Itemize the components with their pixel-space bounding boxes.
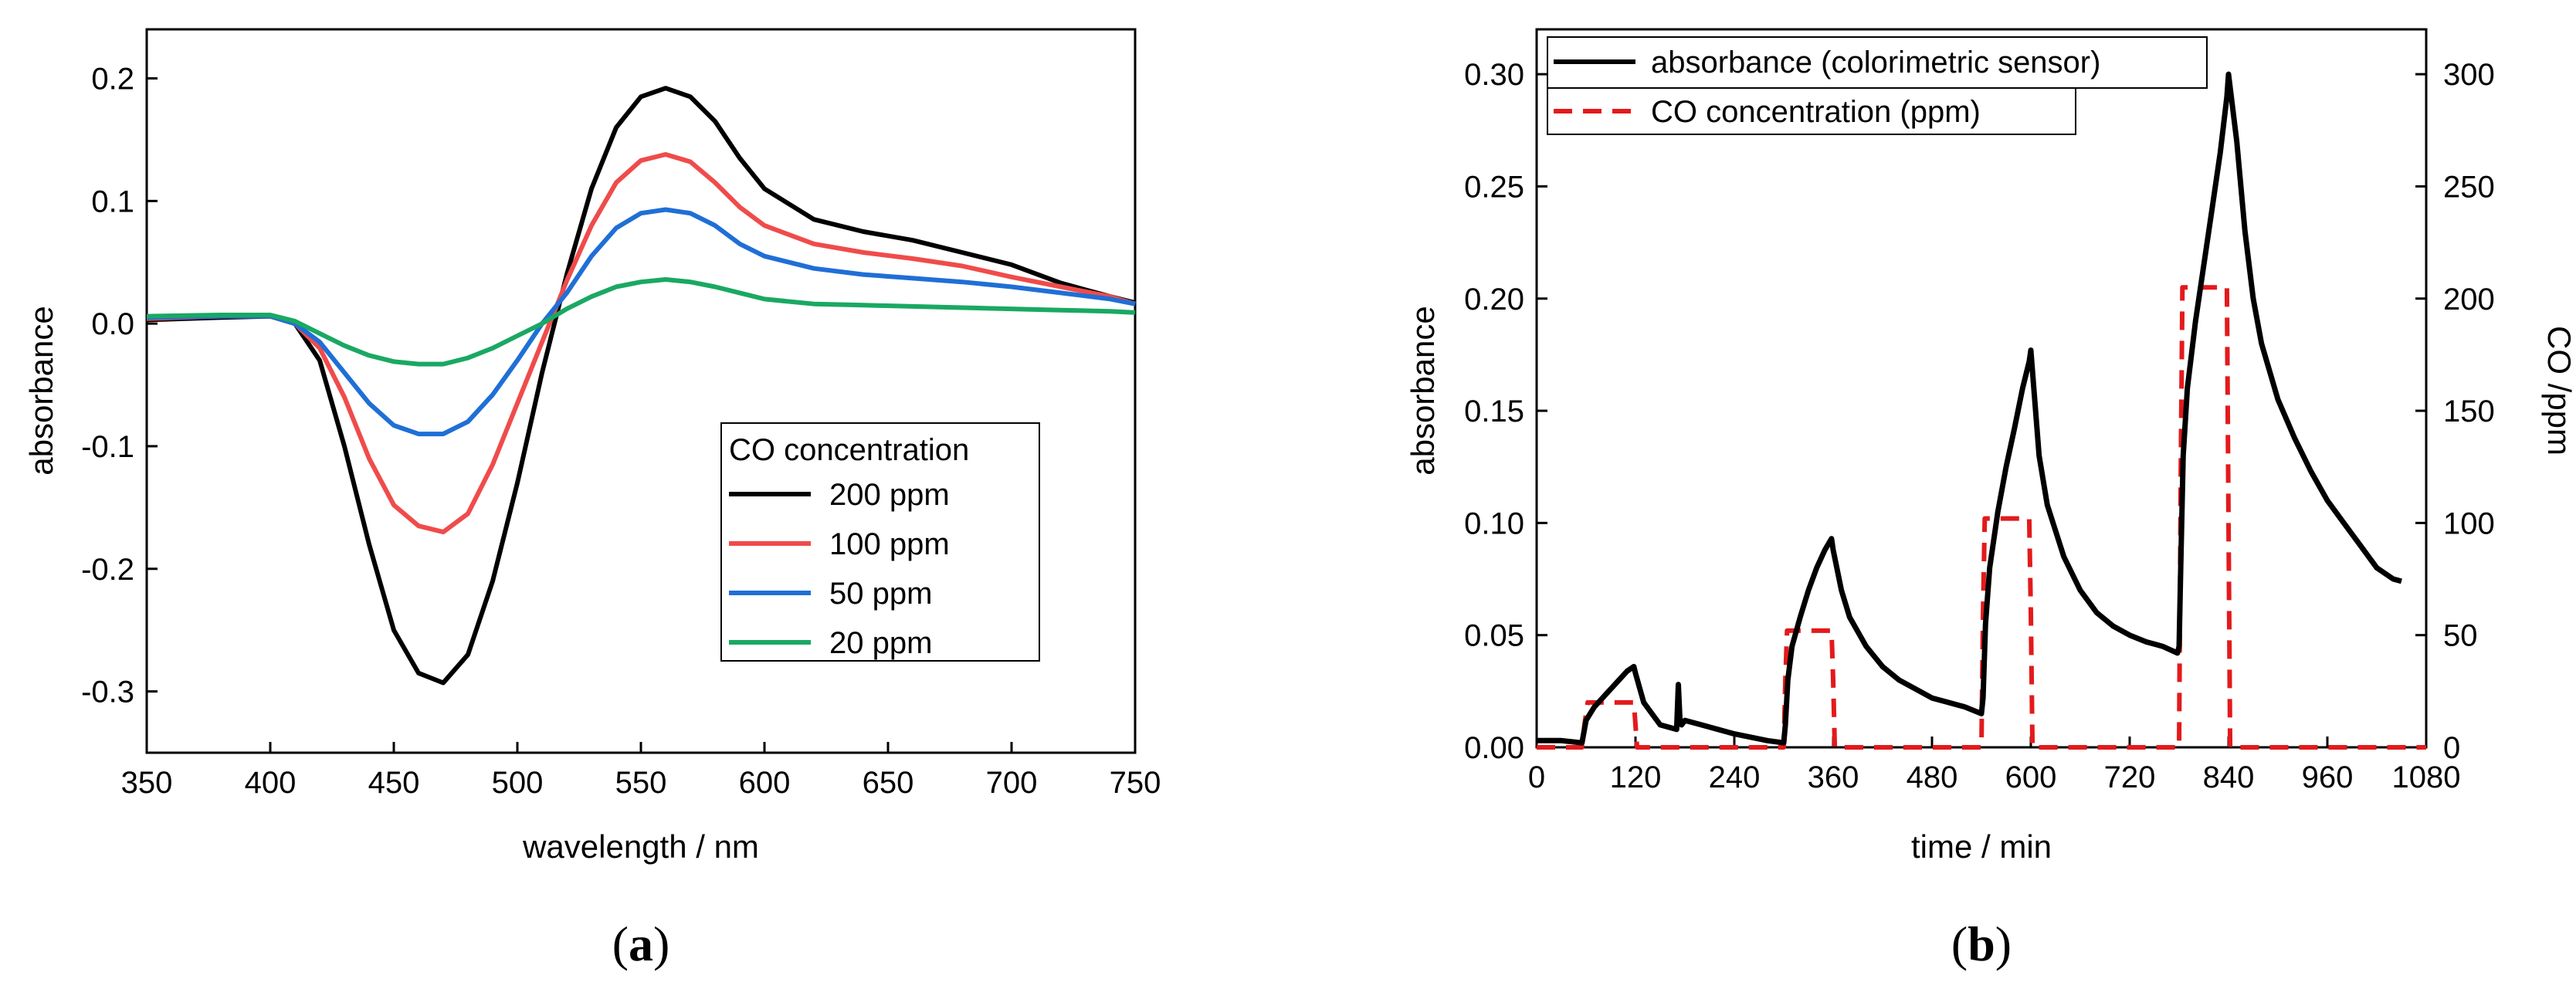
chart-a-y-tick-label: 0.2 bbox=[91, 63, 134, 97]
chart-b-x-tick-label: 960 bbox=[2302, 760, 2354, 794]
chart-a-y-label: absorbance bbox=[23, 306, 59, 476]
chart-b-y2-tick-label: 100 bbox=[2443, 506, 2495, 540]
chart-b-plot-frame bbox=[1535, 28, 2428, 749]
chart-b-x-tick-label: 720 bbox=[2104, 760, 2156, 794]
chart-a-x-tick-label: 750 bbox=[1110, 766, 1161, 800]
chart-b-caption-letter: b bbox=[1968, 916, 1995, 971]
chart-a: 350 400 450 500 550 600 650 700 750 -0.3 -0.2 -0.1… bbox=[23, 28, 1161, 971]
chart-b-y-tick-label: 0.25 bbox=[1464, 170, 1524, 204]
chart-b-series-group bbox=[1537, 71, 2426, 750]
chart-a-legend-label: 200 ppm bbox=[829, 478, 950, 512]
chart-a-x-tick-label: 400 bbox=[245, 766, 297, 800]
chart-a-y-tick-label: 0.0 bbox=[91, 307, 134, 341]
chart-b: 0 120 240 360 480 600 720 840 960 1080 0.000.050.… bbox=[1405, 28, 2576, 971]
chart-a-legend-label: 50 ppm bbox=[829, 577, 932, 611]
chart-b-x-axis: 0 120 240 360 480 600 720 840 960 1080 bbox=[1528, 737, 2461, 794]
chart-a-x-tick-label: 550 bbox=[615, 766, 667, 800]
chart-b-y-tick-label: 0.15 bbox=[1464, 395, 1524, 428]
chart-a-x-tick-label: 350 bbox=[121, 766, 173, 800]
chart-a-x-label: wavelength / nm bbox=[522, 828, 759, 865]
chart-b-series-line-co bbox=[1537, 285, 2426, 750]
chart-a-x-axis: 350 400 450 500 550 600 650 700 750 bbox=[121, 742, 1161, 800]
chart-b-x-tick-label: 360 bbox=[1808, 760, 1859, 794]
chart-a-y-tick-label: -0.2 bbox=[81, 553, 134, 587]
chart-a-x-tick-label: 600 bbox=[739, 766, 791, 800]
chart-b-y2-label: CO /ppm bbox=[2541, 326, 2576, 455]
chart-a-x-tick-label: 450 bbox=[368, 766, 420, 800]
chart-b-legend-label-co: CO concentration (ppm) bbox=[1651, 95, 1981, 129]
chart-b-x-tick-label: 1080 bbox=[2392, 760, 2461, 794]
chart-a-legend-label: 20 ppm bbox=[829, 626, 932, 660]
chart-a-y-tick-label: -0.3 bbox=[81, 676, 134, 709]
chart-b-y2-tick-label: 200 bbox=[2443, 283, 2495, 317]
chart-b-y-tick-label: 0.20 bbox=[1464, 283, 1524, 317]
chart-b-series-line-absorbance bbox=[1537, 71, 2402, 746]
chart-a-x-tick-label: 500 bbox=[492, 766, 544, 800]
chart-a-legend-label: 100 ppm bbox=[829, 527, 950, 561]
chart-b-legend-box-1 bbox=[1547, 36, 2208, 89]
chart-a-caption-letter: a bbox=[629, 916, 653, 971]
chart-a-y-axis: -0.3 -0.2 -0.1 0.0 0.1 0.2 bbox=[81, 63, 158, 709]
chart-b-x-tick-label: 480 bbox=[1907, 760, 1958, 794]
chart-b-y2-tick-label: 150 bbox=[2443, 395, 2495, 428]
chart-b-y-tick-label: 0.00 bbox=[1464, 731, 1524, 765]
chart-a-caption: (a) bbox=[612, 916, 670, 971]
chart-a-x-tick-label: 700 bbox=[986, 766, 1038, 800]
chart-a-series-line-20-ppm bbox=[146, 277, 1136, 367]
chart-a-series-group bbox=[146, 86, 1136, 686]
chart-a-x-tick-label: 650 bbox=[863, 766, 914, 800]
chart-b-x-label: time / min bbox=[1911, 828, 2052, 865]
chart-b-y-label: absorbance bbox=[1405, 306, 1441, 476]
chart-b-y-tick-label: 0.30 bbox=[1464, 58, 1524, 92]
chart-a-series-line-100-ppm bbox=[146, 152, 1136, 535]
chart-b-y-tick-label: 0.10 bbox=[1464, 506, 1524, 540]
chart-a-y-tick-label: -0.1 bbox=[81, 430, 134, 464]
chart-b-y2-tick-label: 300 bbox=[2443, 58, 2495, 92]
chart-b-legend: absorbance (colorimetric sensor) CO conc… bbox=[1547, 36, 2208, 135]
chart-a-series-line-200-ppm bbox=[146, 86, 1136, 686]
chart-b-legend-box-2 bbox=[1547, 87, 2076, 135]
chart-a-legend-items: 200 ppm 100 ppm 50 ppm 20 ppm bbox=[729, 478, 950, 660]
chart-a-legend: CO concentration 200 ppm 100 ppm 50 ppm 20 … bbox=[720, 422, 1040, 662]
chart-b-x-tick-label: 0 bbox=[1528, 760, 1545, 794]
chart-b-caption: (b) bbox=[1951, 916, 2012, 971]
chart-b-y-axis: 0.00 0.05 0.10 0.15 0.20 0.25 0.30 bbox=[1464, 58, 1547, 765]
chart-b-x-tick-label: 600 bbox=[2005, 760, 2057, 794]
chart-b-y-tick-label: 0.05 bbox=[1464, 619, 1524, 653]
chart-b-x-tick-label: 840 bbox=[2203, 760, 2255, 794]
chart-a-legend-title: CO concentration bbox=[729, 433, 969, 467]
chart-b-legend-label-absorbance: absorbance (colorimetric sensor) bbox=[1651, 46, 2100, 80]
chart-b-y2-axis: 0 50 100 150 200 250 300 bbox=[2415, 58, 2495, 765]
chart-a-series-line-50-ppm bbox=[146, 207, 1136, 437]
chart-b-y2-tick-label: 50 bbox=[2443, 619, 2478, 653]
chart-b-y2-tick-label: 0 bbox=[2443, 731, 2460, 765]
chart-a-y-tick-label: 0.1 bbox=[91, 185, 134, 218]
chart-b-x-tick-label: 120 bbox=[1610, 760, 1662, 794]
chart-b-y2-tick-label: 250 bbox=[2443, 170, 2495, 204]
chart-b-x-tick-label: 240 bbox=[1709, 760, 1761, 794]
